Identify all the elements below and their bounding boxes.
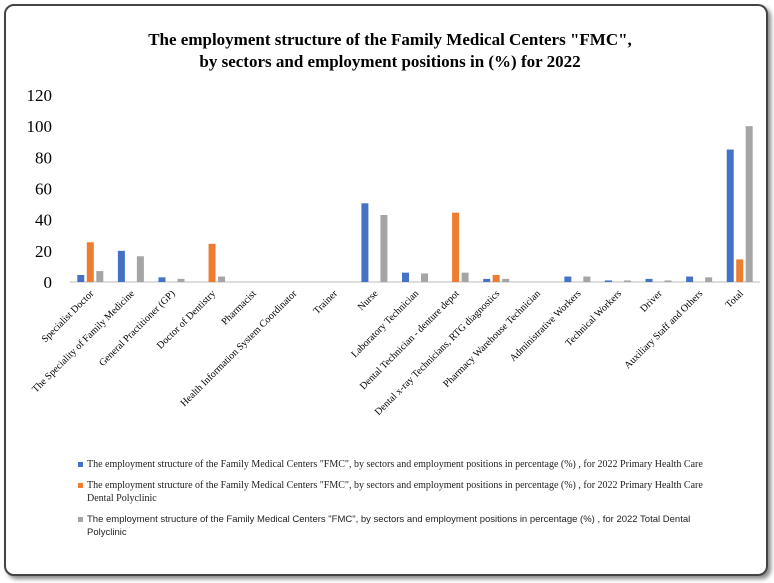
y-tick-label: 120 bbox=[27, 86, 53, 105]
y-tick-label: 60 bbox=[35, 180, 52, 199]
chart-frame bbox=[4, 4, 768, 576]
bar bbox=[492, 274, 500, 282]
x-tick-label: Driver bbox=[638, 288, 665, 315]
bar bbox=[117, 250, 125, 282]
legend-label: The employment structure of the Family M… bbox=[87, 459, 703, 470]
bar bbox=[177, 278, 185, 282]
bar bbox=[483, 278, 491, 282]
bar bbox=[380, 214, 388, 282]
bar bbox=[745, 126, 753, 283]
y-tick-label: 80 bbox=[35, 148, 52, 167]
bar bbox=[583, 276, 591, 282]
legend-item: The employment structure of the Family M… bbox=[78, 513, 718, 539]
bar bbox=[452, 212, 460, 282]
legend-item: The employment structure of the Family M… bbox=[78, 458, 718, 471]
bar bbox=[402, 272, 409, 282]
x-tick-label: General Practitioner (GP) bbox=[97, 288, 177, 368]
x-tick-label: Auxiliary Staff and Others bbox=[622, 288, 705, 371]
bar bbox=[726, 149, 734, 282]
bar bbox=[664, 280, 672, 282]
legend: The employment structure of the Family M… bbox=[78, 458, 718, 547]
bar bbox=[158, 277, 166, 282]
bar bbox=[208, 243, 216, 282]
chart-title: The employment structure of the Family M… bbox=[148, 30, 632, 49]
bar bbox=[96, 271, 104, 282]
y-tick-label: 40 bbox=[35, 211, 52, 230]
legend-swatch bbox=[78, 483, 83, 488]
bar bbox=[361, 203, 369, 282]
legend-label: The employment structure of the Family M… bbox=[87, 514, 691, 538]
x-tick-label: Pharmacist bbox=[220, 288, 259, 327]
legend-item: The employment structure of the Family M… bbox=[78, 479, 718, 505]
bar bbox=[218, 276, 226, 282]
y-tick-label: 20 bbox=[35, 242, 52, 261]
x-tick-label: Nurse bbox=[356, 288, 381, 313]
chart-title: by sectors and employment positions in (… bbox=[199, 52, 580, 71]
bar bbox=[564, 276, 572, 282]
bar bbox=[502, 278, 510, 282]
x-tick-label: Laboratory Technician bbox=[349, 288, 421, 360]
bar bbox=[623, 280, 631, 282]
legend-swatch bbox=[78, 462, 83, 467]
bar bbox=[421, 273, 428, 282]
bar bbox=[136, 256, 144, 282]
bar bbox=[686, 276, 694, 282]
bar bbox=[736, 259, 744, 282]
x-tick-label: Trainer bbox=[312, 288, 341, 317]
bar bbox=[705, 277, 713, 282]
y-tick-label: 100 bbox=[27, 117, 53, 136]
bar bbox=[77, 274, 85, 282]
legend-label: The employment structure of the Family M… bbox=[87, 480, 703, 504]
legend-swatch bbox=[78, 517, 83, 522]
y-tick-label: 0 bbox=[44, 273, 53, 292]
bar bbox=[461, 272, 469, 282]
x-tick-label: Total bbox=[724, 288, 746, 310]
x-tick-label: Administrative Workers bbox=[508, 288, 584, 364]
bar bbox=[86, 242, 94, 282]
bar bbox=[604, 280, 612, 282]
bar bbox=[645, 278, 653, 282]
